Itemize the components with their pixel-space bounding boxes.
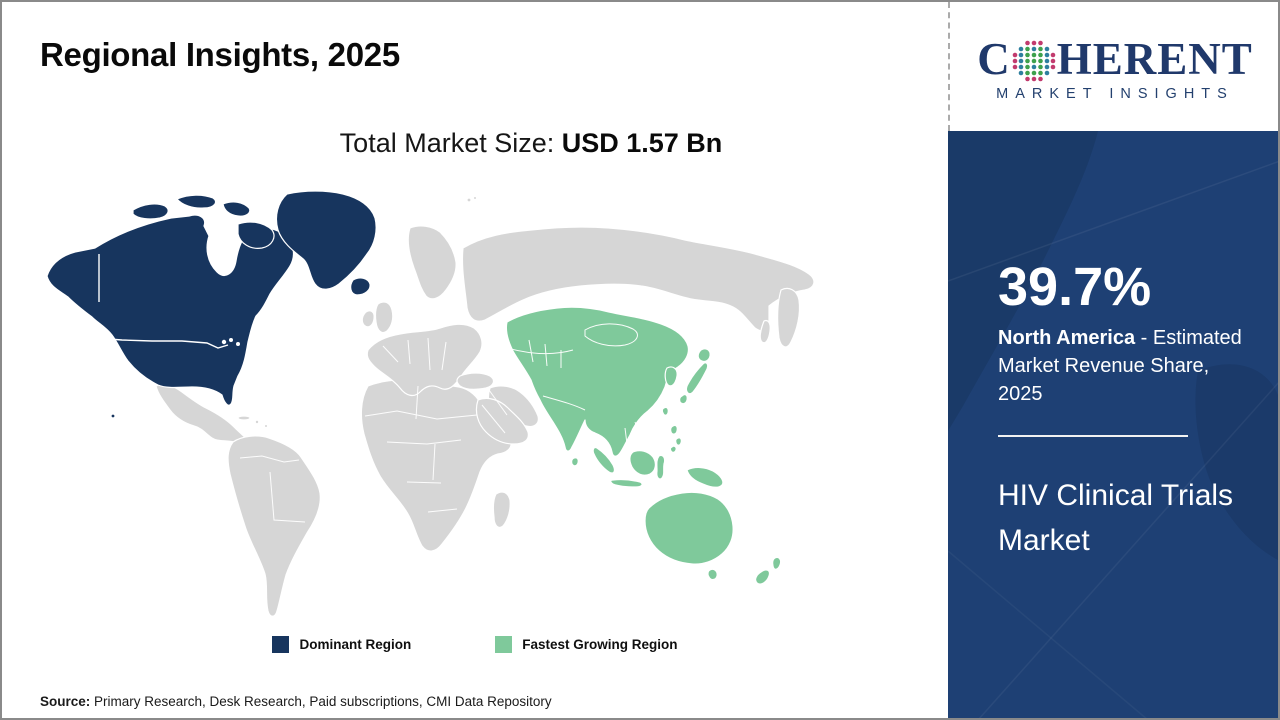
logo-letters-rest: HERENT bbox=[1056, 34, 1253, 84]
map-japan-kyushu bbox=[679, 394, 688, 405]
panel-divider bbox=[998, 434, 1188, 437]
map-tasmania bbox=[707, 568, 718, 581]
map-russia bbox=[461, 226, 815, 332]
map-kamchatka bbox=[777, 287, 801, 348]
market-share-region: North America bbox=[998, 326, 1136, 349]
map-korea bbox=[664, 366, 678, 387]
map-asia-borders bbox=[506, 323, 638, 448]
fastest-growing-region-swatch bbox=[495, 636, 513, 653]
map-caribbean-island bbox=[254, 419, 260, 425]
map-cuba bbox=[237, 415, 251, 421]
map-other-regions bbox=[155, 195, 815, 617]
map-sulawesi bbox=[656, 454, 666, 480]
map-great-lakes bbox=[221, 338, 240, 346]
page-title: Regional Insights, 2025 bbox=[40, 36, 400, 73]
map-sumatra bbox=[592, 446, 615, 474]
logo-tagline: MARKET INSIGHTS bbox=[996, 86, 1234, 102]
map-new-zealand-south bbox=[755, 569, 771, 585]
total-market-size-label: Total Market Size: bbox=[339, 128, 562, 158]
map-north-america bbox=[46, 190, 377, 419]
source-text: Primary Research, Desk Research, Paid su… bbox=[90, 694, 552, 709]
market-share-description: North America - Estimated Market Revenue… bbox=[998, 324, 1252, 409]
source-note: Source: Primary Research, Desk Research,… bbox=[40, 694, 552, 709]
source-label: Source: bbox=[40, 694, 91, 709]
map-south-america bbox=[227, 435, 321, 617]
map-iceland bbox=[350, 277, 371, 296]
legend: Dominant Region Fastest Growing Region bbox=[2, 636, 948, 653]
map-asia-pacific bbox=[505, 306, 782, 585]
map-na-borders bbox=[95, 254, 229, 349]
map-scandinavia bbox=[407, 225, 457, 300]
map-caribbean-island bbox=[263, 423, 269, 429]
map-africa bbox=[360, 379, 512, 552]
map-new-zealand-north bbox=[772, 556, 782, 570]
dominant-region-swatch bbox=[272, 636, 290, 653]
map-baffin-island bbox=[237, 221, 275, 249]
map-svalbard bbox=[466, 197, 472, 203]
panel-map-watermark bbox=[948, 131, 1278, 718]
map-japan-hokkaido bbox=[697, 348, 711, 362]
map-greenland bbox=[275, 190, 377, 290]
highlight-content: 39.7% North America - Estimated Market R… bbox=[948, 131, 1278, 563]
map-australia bbox=[644, 491, 734, 565]
map-taiwan bbox=[661, 406, 669, 416]
world-map bbox=[37, 190, 887, 622]
map-arctic-island bbox=[176, 194, 217, 209]
market-name: HIV Clinical Trials Market bbox=[998, 478, 1234, 557]
total-market-size: Total Market Size: USD 1.57 Bn bbox=[2, 128, 948, 159]
map-arabia bbox=[475, 397, 529, 445]
map-ireland bbox=[361, 310, 375, 328]
map-philippines bbox=[675, 437, 682, 446]
map-philippines bbox=[670, 424, 678, 435]
market-share-caption: - Estimated Market Revenue Share, 2025 bbox=[998, 326, 1242, 406]
map-asia-mainland bbox=[505, 306, 690, 457]
logo-wordmark: C HERENT bbox=[977, 37, 1253, 82]
map-borneo bbox=[629, 450, 656, 476]
highlight-panel: 39.7% North America - Estimated Market R… bbox=[948, 131, 1278, 718]
map-arctic-island bbox=[132, 203, 169, 220]
map-new-guinea bbox=[686, 466, 724, 488]
map-madagascar bbox=[492, 491, 511, 528]
map-united-kingdom bbox=[374, 301, 394, 334]
map-turkey bbox=[456, 372, 495, 390]
map-country-borders bbox=[239, 337, 508, 523]
dominant-region-label: Dominant Region bbox=[299, 637, 412, 652]
total-market-size-value: USD 1.57 Bn bbox=[561, 128, 723, 158]
map-mexico-central-america bbox=[155, 383, 251, 445]
map-java bbox=[610, 479, 643, 488]
map-hawaii bbox=[110, 413, 116, 419]
legend-item-dominant: Dominant Region bbox=[272, 636, 411, 653]
world-map-svg bbox=[46, 190, 815, 617]
map-japan-honshu bbox=[685, 362, 709, 395]
dotted-globe-icon bbox=[1012, 40, 1056, 81]
fastest-growing-region-label: Fastest Growing Region bbox=[522, 637, 678, 652]
map-philippines bbox=[669, 445, 677, 453]
map-sakhalin bbox=[759, 319, 771, 344]
map-svalbard bbox=[472, 195, 478, 201]
map-sri-lanka bbox=[571, 457, 579, 467]
logo-letter-c: C bbox=[977, 34, 1011, 84]
legend-item-growing: Fastest Growing Region bbox=[495, 636, 678, 653]
market-share-value: 39.7% bbox=[998, 257, 1152, 317]
brand-logo: C HERENT MARKET INSIGHTS bbox=[948, 2, 1278, 131]
map-arctic-island bbox=[222, 201, 251, 217]
map-usa-canada-alaska bbox=[46, 214, 295, 406]
